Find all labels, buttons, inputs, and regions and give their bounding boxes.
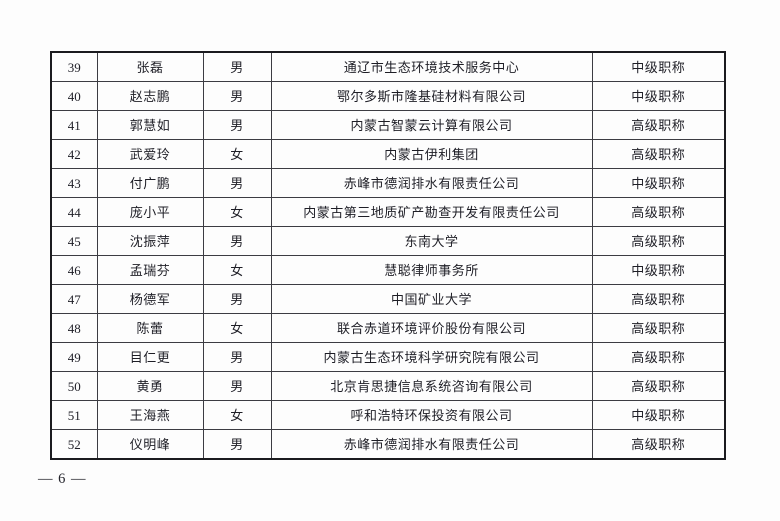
title-level-cell: 高级职称 (591, 429, 726, 460)
name-cell: 武爱玲 (96, 139, 204, 169)
gender-cell: 女 (202, 313, 272, 343)
title-level-cell: 中级职称 (591, 255, 726, 285)
organization-cell: 鄂尔多斯市隆基硅材料有限公司 (270, 81, 593, 111)
table-row: 45 沈振萍男东南大学 高级职称 (50, 226, 726, 256)
table-row: 50 黄勇男北京肯思捷信息系统咨询有限公司 高级职称 (50, 371, 726, 401)
organization-cell: 通辽市生态环境技术服务中心 (270, 51, 593, 82)
organization-cell: 内蒙古生态环境科学研究院有限公司 (270, 342, 593, 372)
title-level-cell: 高级职称 (591, 110, 726, 140)
gender-cell: 男 (202, 81, 272, 111)
organization-cell: 赤峰市德润排水有限责任公司 (270, 429, 593, 460)
gender-cell: 女 (202, 400, 272, 430)
roster-table-container: 39 张磊男通辽市生态环境技术服务中心 中级职称 40 赵志鹏男鄂尔多斯市隆基硅材料有限… (50, 51, 726, 460)
title-level-cell: 中级职称 (591, 400, 726, 430)
gender-cell: 男 (202, 168, 272, 198)
gender-cell: 男 (202, 226, 272, 256)
gender-cell: 男 (202, 284, 272, 314)
table-row: 46 孟瑞芬女慧聪律师事务所 中级职称 (50, 255, 726, 285)
name-cell: 沈振萍 (96, 226, 204, 256)
gender-cell: 男 (202, 342, 272, 372)
gender-cell: 女 (202, 197, 272, 227)
roster-table-body: 39 张磊男通辽市生态环境技术服务中心 中级职称 40 赵志鹏男鄂尔多斯市隆基硅材料有限… (50, 51, 726, 460)
row-number-cell: 45 (50, 226, 98, 256)
name-cell: 付广鹏 (96, 168, 204, 198)
gender-cell: 女 (202, 255, 272, 285)
table-row: 39 张磊男通辽市生态环境技术服务中心 中级职称 (50, 51, 726, 82)
name-cell: 仪明峰 (96, 429, 204, 460)
table-row: 48 陈蕾女联合赤道环境评价股份有限公司 高级职称 (50, 313, 726, 343)
title-level-cell: 高级职称 (591, 342, 726, 372)
organization-cell: 中国矿业大学 (270, 284, 593, 314)
table-row: 52 仪明峰男赤峰市德润排水有限责任公司 高级职称 (50, 429, 726, 460)
name-cell: 黄勇 (96, 371, 204, 401)
table-row: 44 庞小平女内蒙古第三地质矿产勘查开发有限责任公司 高级职称 (50, 197, 726, 227)
organization-cell: 联合赤道环境评价股份有限公司 (270, 313, 593, 343)
organization-cell: 慧聪律师事务所 (270, 255, 593, 285)
table-row: 41 郭慧如男内蒙古智蒙云计算有限公司 高级职称 (50, 110, 726, 140)
table-row: 42 武爱玲女内蒙古伊利集团 高级职称 (50, 139, 726, 169)
gender-cell: 男 (202, 371, 272, 401)
title-level-cell: 高级职称 (591, 371, 726, 401)
table-row: 51 王海燕女呼和浩特环保投资有限公司 中级职称 (50, 400, 726, 430)
name-cell: 庞小平 (96, 197, 204, 227)
page-number: — 6 — (38, 471, 87, 487)
row-number-cell: 39 (50, 51, 98, 82)
table-row: 40 赵志鹏男鄂尔多斯市隆基硅材料有限公司 中级职称 (50, 81, 726, 111)
organization-cell: 内蒙古第三地质矿产勘查开发有限责任公司 (270, 197, 593, 227)
gender-cell: 女 (202, 139, 272, 169)
name-cell: 孟瑞芬 (96, 255, 204, 285)
row-number-cell: 43 (50, 168, 98, 198)
organization-cell: 内蒙古智蒙云计算有限公司 (270, 110, 593, 140)
organization-cell: 东南大学 (270, 226, 593, 256)
row-number-cell: 47 (50, 284, 98, 314)
name-cell: 郭慧如 (96, 110, 204, 140)
row-number-cell: 51 (50, 400, 98, 430)
title-level-cell: 高级职称 (591, 197, 726, 227)
name-cell: 陈蕾 (96, 313, 204, 343)
title-level-cell: 中级职称 (591, 81, 726, 111)
gender-cell: 男 (202, 51, 272, 82)
title-level-cell: 高级职称 (591, 284, 726, 314)
name-cell: 杨德军 (96, 284, 204, 314)
organization-cell: 赤峰市德润排水有限责任公司 (270, 168, 593, 198)
name-cell: 目仁更 (96, 342, 204, 372)
row-number-cell: 49 (50, 342, 98, 372)
title-level-cell: 高级职称 (591, 139, 726, 169)
name-cell: 张磊 (96, 51, 204, 82)
table-row: 43 付广鹏男赤峰市德润排水有限责任公司 中级职称 (50, 168, 726, 198)
gender-cell: 男 (202, 429, 272, 460)
title-level-cell: 高级职称 (591, 313, 726, 343)
table-row: 47 杨德军男中国矿业大学 高级职称 (50, 284, 726, 314)
gender-cell: 男 (202, 110, 272, 140)
row-number-cell: 42 (50, 139, 98, 169)
name-cell: 赵志鹏 (96, 81, 204, 111)
title-level-cell: 高级职称 (591, 226, 726, 256)
organization-cell: 北京肯思捷信息系统咨询有限公司 (270, 371, 593, 401)
row-number-cell: 40 (50, 81, 98, 111)
row-number-cell: 50 (50, 371, 98, 401)
organization-cell: 内蒙古伊利集团 (270, 139, 593, 169)
name-cell: 王海燕 (96, 400, 204, 430)
row-number-cell: 41 (50, 110, 98, 140)
row-number-cell: 44 (50, 197, 98, 227)
row-number-cell: 46 (50, 255, 98, 285)
title-level-cell: 中级职称 (591, 168, 726, 198)
organization-cell: 呼和浩特环保投资有限公司 (270, 400, 593, 430)
row-number-cell: 48 (50, 313, 98, 343)
table-row: 49 目仁更男内蒙古生态环境科学研究院有限公司 高级职称 (50, 342, 726, 372)
roster-table: 39 张磊男通辽市生态环境技术服务中心 中级职称 40 赵志鹏男鄂尔多斯市隆基硅材料有限… (50, 51, 726, 460)
row-number-cell: 52 (50, 429, 98, 460)
title-level-cell: 中级职称 (591, 51, 726, 82)
